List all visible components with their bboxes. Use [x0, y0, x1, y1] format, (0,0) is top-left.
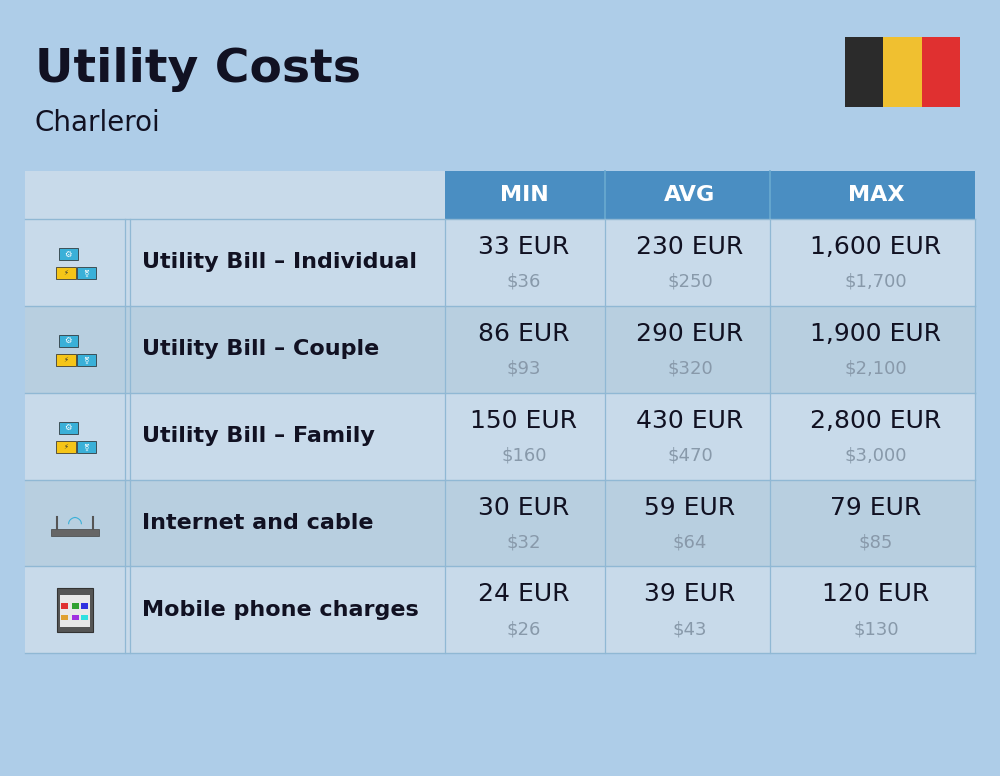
- Text: ⚧: ⚧: [84, 269, 89, 277]
- Text: ⚧: ⚧: [84, 443, 89, 451]
- Text: Internet and cable: Internet and cable: [142, 513, 374, 533]
- Text: 79 EUR: 79 EUR: [830, 496, 922, 519]
- Text: ⚡: ⚡: [63, 357, 68, 363]
- Text: 230 EUR: 230 EUR: [636, 235, 744, 258]
- Text: ⚧: ⚧: [84, 356, 89, 364]
- Text: ⚡: ⚡: [63, 270, 68, 276]
- Text: ⚙: ⚙: [65, 249, 72, 258]
- Text: 430 EUR: 430 EUR: [636, 409, 744, 432]
- Text: $64: $64: [673, 533, 707, 552]
- Text: MIN: MIN: [500, 185, 548, 205]
- Text: $160: $160: [501, 446, 547, 465]
- Text: $43: $43: [673, 620, 707, 639]
- Text: $26: $26: [507, 620, 541, 639]
- Text: 1,600 EUR: 1,600 EUR: [810, 235, 942, 258]
- Text: 86 EUR: 86 EUR: [478, 322, 570, 345]
- Text: $320: $320: [667, 359, 713, 378]
- Text: Utility Bill – Family: Utility Bill – Family: [142, 426, 375, 446]
- Text: 1,900 EUR: 1,900 EUR: [810, 322, 942, 345]
- Text: $250: $250: [667, 272, 713, 291]
- Text: $32: $32: [507, 533, 541, 552]
- Text: Mobile phone charges: Mobile phone charges: [142, 600, 419, 620]
- Text: Utility Costs: Utility Costs: [35, 47, 361, 92]
- Text: Charleroi: Charleroi: [35, 109, 161, 137]
- Text: $3,000: $3,000: [845, 446, 907, 465]
- Text: $1,700: $1,700: [845, 272, 907, 291]
- Text: $85: $85: [859, 533, 893, 552]
- Text: $2,100: $2,100: [845, 359, 907, 378]
- Text: 120 EUR: 120 EUR: [822, 583, 930, 606]
- Text: 290 EUR: 290 EUR: [636, 322, 744, 345]
- Text: 2,800 EUR: 2,800 EUR: [810, 409, 942, 432]
- Text: ⚙: ⚙: [65, 423, 72, 432]
- Text: 150 EUR: 150 EUR: [471, 409, 578, 432]
- Text: Utility Bill – Individual: Utility Bill – Individual: [142, 252, 417, 272]
- Text: ⚙: ⚙: [65, 336, 72, 345]
- Text: 59 EUR: 59 EUR: [644, 496, 736, 519]
- Text: Utility Bill – Couple: Utility Bill – Couple: [142, 339, 379, 359]
- Text: 33 EUR: 33 EUR: [478, 235, 570, 258]
- Text: MAX: MAX: [848, 185, 904, 205]
- Text: $93: $93: [507, 359, 541, 378]
- Text: $470: $470: [667, 446, 713, 465]
- Text: 30 EUR: 30 EUR: [478, 496, 570, 519]
- Text: AVG: AVG: [664, 185, 716, 205]
- Text: ◜◝: ◜◝: [68, 514, 82, 532]
- Text: ⚡: ⚡: [63, 444, 68, 450]
- Text: $36: $36: [507, 272, 541, 291]
- Text: 24 EUR: 24 EUR: [478, 583, 570, 606]
- Text: 39 EUR: 39 EUR: [644, 583, 736, 606]
- Text: $130: $130: [853, 620, 899, 639]
